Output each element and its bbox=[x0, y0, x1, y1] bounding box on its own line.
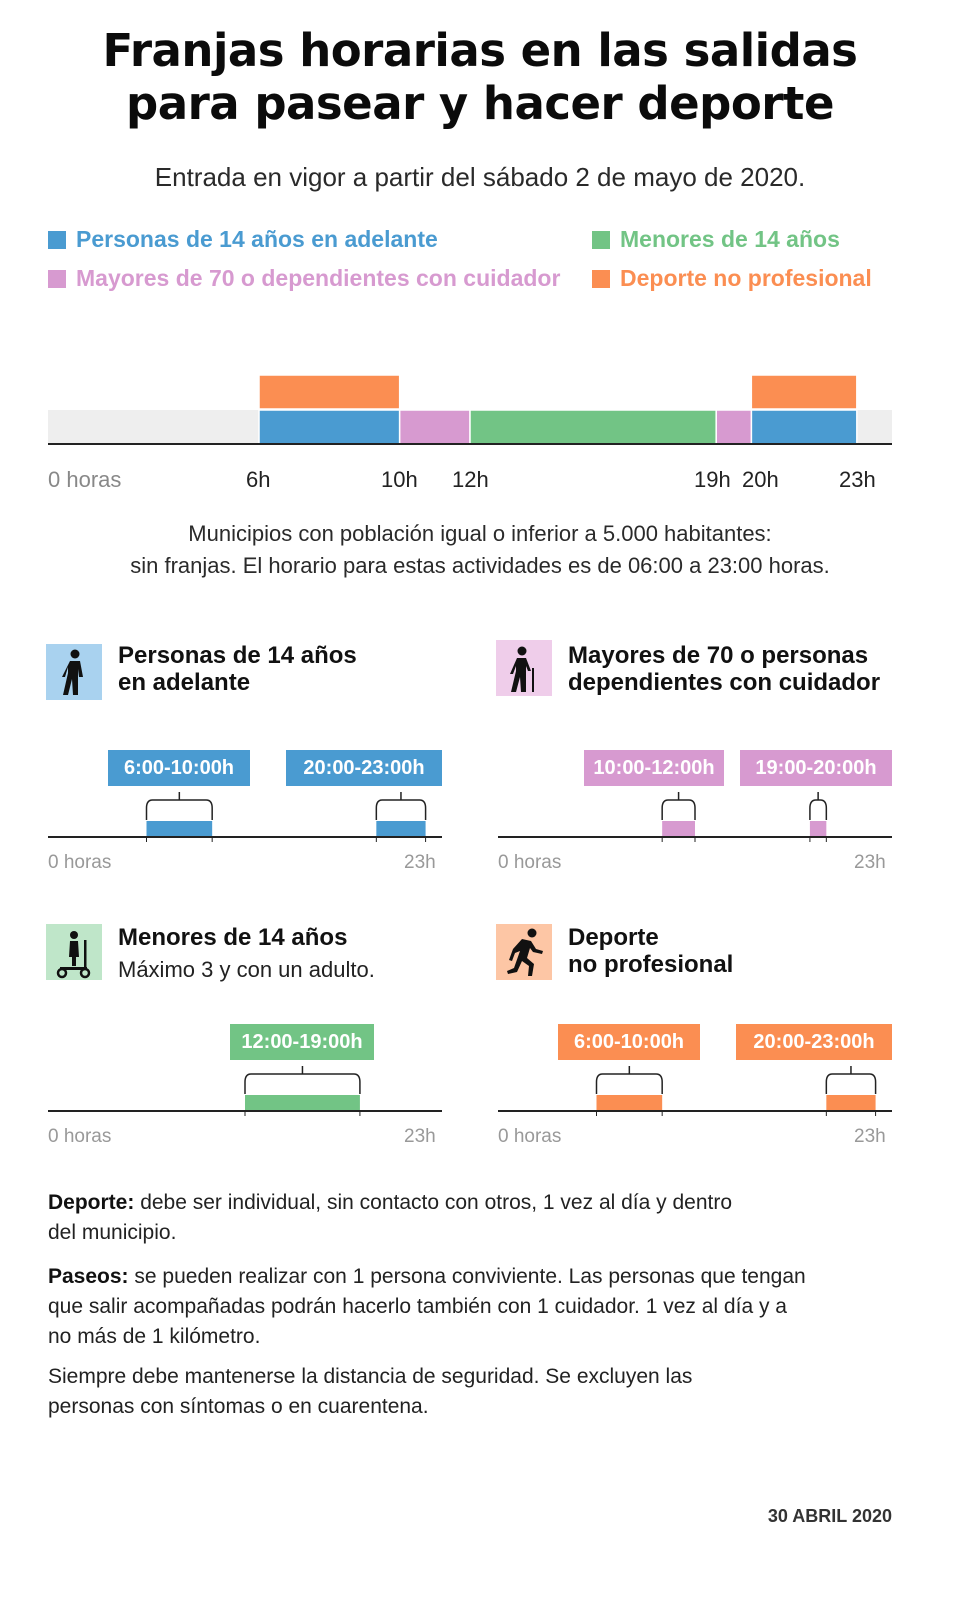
panel-adultos-chart bbox=[48, 792, 442, 842]
tick-label-12: 12h bbox=[452, 467, 489, 492]
deporte-bracket-0 bbox=[595, 1066, 663, 1094]
panel-adultos-badge-2: 20:00-23:00h bbox=[286, 750, 442, 786]
panel-mayores-axis-end: 23h bbox=[854, 852, 886, 873]
main-timeline-chart bbox=[48, 374, 892, 445]
menores-bar-0 bbox=[245, 1095, 360, 1111]
panel-mayores-badge-2: 19:00-20:00h bbox=[740, 750, 892, 786]
panel-adultos-axis-end: 23h bbox=[404, 852, 436, 873]
panel-mayores-chart bbox=[498, 792, 892, 842]
panel-deporte-axis-start: 0 horas bbox=[498, 1126, 562, 1147]
para-paseos: Paseos: se pueden realizar con 1 persona… bbox=[48, 1262, 908, 1352]
walking-person-icon bbox=[46, 644, 102, 700]
timeline-bar-1-0 bbox=[398, 409, 471, 445]
mayores-bar-0 bbox=[662, 821, 695, 837]
tick-label-10: 10h bbox=[381, 467, 418, 492]
panel-menores-chart bbox=[48, 1066, 442, 1116]
page-title: Franjas horarias en las salidas para pas… bbox=[0, 24, 960, 130]
title-line-2: para pasear y hacer deporte bbox=[126, 77, 834, 130]
para-deporte-line-1: debe ser individual, sin contacto con ot… bbox=[140, 1191, 733, 1214]
legend-swatch-orange bbox=[592, 270, 610, 288]
panel-mayores-badge-1: 10:00-12:00h bbox=[584, 750, 724, 786]
legend-swatch-pink bbox=[48, 270, 66, 288]
publication-date: 30 ABRIL 2020 bbox=[767, 1506, 892, 1526]
mayores-bracket-0 bbox=[661, 792, 696, 820]
para-paseos-line-1: se pueden realizar con 1 persona convivi… bbox=[134, 1265, 806, 1288]
panel-deporte-badge-2: 20:00-23:00h bbox=[736, 1024, 892, 1060]
para-deporte-line-2: del municipio. bbox=[48, 1221, 177, 1244]
tick-label-6: 6h bbox=[246, 467, 271, 492]
para-paseos-label: Paseos: bbox=[48, 1265, 129, 1288]
panel-menores-axis-end: 23h bbox=[404, 1126, 436, 1147]
legend-swatch-green bbox=[592, 231, 610, 249]
adultos-bracket-1 bbox=[375, 792, 427, 820]
timeline-bar-3-1 bbox=[750, 374, 858, 410]
panel-deporte-title-1: Deporte bbox=[568, 924, 659, 951]
panel-mayores-axis-start: 0 horas bbox=[498, 852, 562, 873]
timeline-bar-1-1 bbox=[715, 409, 753, 445]
running-person-icon bbox=[496, 924, 552, 980]
panel-menores-title-1: Menores de 14 años bbox=[118, 924, 348, 951]
tick-label-20: 20h bbox=[742, 467, 779, 492]
panel-mayores-title-2: dependientes con cuidador bbox=[568, 669, 881, 696]
tick-label-19: 19h bbox=[694, 467, 731, 492]
panel-adultos-axis-start: 0 horas bbox=[48, 852, 112, 873]
para-siempre: Siempre debe mantenerse la distancia de … bbox=[48, 1362, 908, 1422]
deporte-bar-1 bbox=[826, 1095, 876, 1111]
legend-label-mayores: Mayores de 70 o dependientes con cuidado… bbox=[76, 265, 561, 291]
legend-label-adultos: Personas de 14 años en adelante bbox=[76, 226, 438, 252]
panel-deporte-axis-end: 23h bbox=[854, 1126, 886, 1147]
para-siempre-line-2: personas con síntomas o en cuarentena. bbox=[48, 1395, 429, 1418]
para-deporte-label: Deporte: bbox=[48, 1191, 135, 1214]
panel-menores-badge-1: 12:00-19:00h bbox=[230, 1024, 374, 1060]
para-paseos-line-3: no más de 1 kilómetro. bbox=[48, 1325, 261, 1348]
legend-label-deporte: Deporte no profesional bbox=[620, 265, 872, 291]
mayores-bar-1 bbox=[809, 821, 827, 837]
para-paseos-line-2: que salir acompañadas podrán hacerlo tam… bbox=[48, 1295, 787, 1318]
adultos-bar-1 bbox=[376, 821, 426, 837]
panel-adultos-badge-1: 6:00-10:00h bbox=[108, 750, 250, 786]
panel-menores-subtitle: Máximo 3 y con un adulto. bbox=[118, 957, 375, 982]
panel-deporte-title-2: no profesional bbox=[568, 951, 734, 978]
panel-mayores-title-1: Mayores de 70 o personas bbox=[568, 642, 869, 669]
tick-label-23: 23h bbox=[839, 467, 876, 492]
panel-deporte-badge-1: 6:00-10:00h bbox=[558, 1024, 700, 1060]
panel-deporte-chart bbox=[498, 1066, 892, 1116]
menores-bracket-0 bbox=[244, 1066, 361, 1094]
timeline-bar-0-1 bbox=[750, 409, 858, 445]
para-deporte: Deporte: debe ser individual, sin contac… bbox=[48, 1188, 908, 1248]
subtitle: Entrada en vigor a partir del sábado 2 d… bbox=[154, 162, 806, 192]
timeline-bar-2-0 bbox=[469, 409, 717, 445]
elderly-person-cane-icon bbox=[496, 640, 552, 696]
tick-label-0: 0 horas bbox=[48, 467, 122, 492]
title-line-1: Franjas horarias en las salidas bbox=[102, 24, 858, 77]
deporte-bracket-1 bbox=[825, 1066, 877, 1094]
note-line-2: sin franjas. El horario para estas activ… bbox=[130, 553, 830, 578]
deporte-bar-0 bbox=[596, 1095, 663, 1111]
panel-adultos-title-1: Personas de 14 años bbox=[118, 642, 357, 669]
adultos-bracket-0 bbox=[145, 792, 213, 820]
para-siempre-line-1: Siempre debe mantenerse la distancia de … bbox=[48, 1365, 693, 1388]
adultos-bar-0 bbox=[146, 821, 213, 837]
child-scooter-icon bbox=[46, 924, 102, 980]
panel-menores-axis-start: 0 horas bbox=[48, 1126, 112, 1147]
legend-label-menores: Menores de 14 años bbox=[620, 226, 840, 252]
note-line-1: Municipios con población igual o inferio… bbox=[188, 521, 772, 546]
timeline-bar-0-0 bbox=[258, 409, 401, 445]
mayores-bracket-1 bbox=[809, 792, 828, 820]
panel-adultos-title-2: en adelante bbox=[118, 669, 251, 696]
timeline-bar-3-0 bbox=[258, 374, 401, 410]
legend-swatch-blue bbox=[48, 231, 66, 249]
